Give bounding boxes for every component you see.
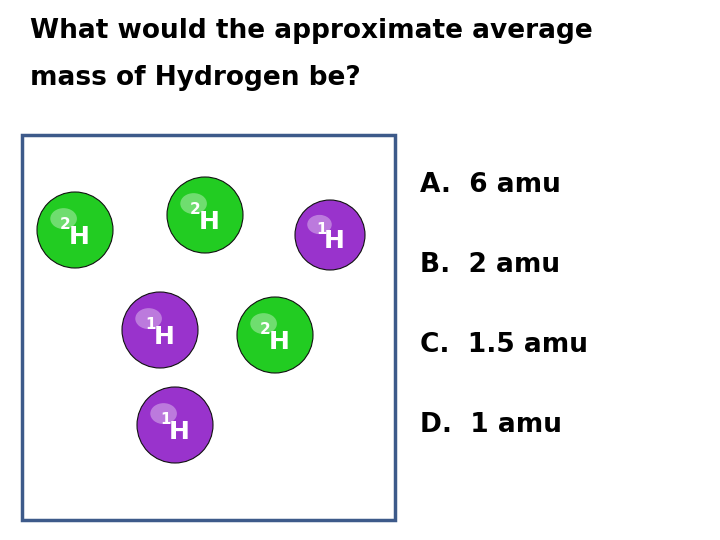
Text: B.  2 amu: B. 2 amu xyxy=(420,252,560,278)
Text: H: H xyxy=(324,230,345,253)
Text: A.  6 amu: A. 6 amu xyxy=(420,172,561,198)
Circle shape xyxy=(237,297,313,373)
Text: H: H xyxy=(69,225,90,249)
Ellipse shape xyxy=(251,313,277,334)
Circle shape xyxy=(167,177,243,253)
Ellipse shape xyxy=(135,308,162,329)
Ellipse shape xyxy=(180,193,207,214)
Text: 2: 2 xyxy=(190,202,201,217)
Bar xyxy=(22,135,395,520)
Text: 1: 1 xyxy=(161,412,171,427)
Text: mass of Hydrogen be?: mass of Hydrogen be? xyxy=(30,65,361,91)
Circle shape xyxy=(137,387,213,463)
Text: D.  1 amu: D. 1 amu xyxy=(420,412,562,438)
Circle shape xyxy=(37,192,113,268)
Text: 1: 1 xyxy=(145,317,156,332)
Text: 1: 1 xyxy=(316,222,326,237)
Ellipse shape xyxy=(150,403,177,424)
Text: H: H xyxy=(269,330,290,354)
Text: 2: 2 xyxy=(60,217,71,232)
Text: 2: 2 xyxy=(260,322,271,337)
Text: H: H xyxy=(154,325,175,349)
Text: What would the approximate average: What would the approximate average xyxy=(30,18,593,44)
Circle shape xyxy=(122,292,198,368)
Ellipse shape xyxy=(307,215,332,234)
Ellipse shape xyxy=(50,208,77,229)
Text: H: H xyxy=(169,420,190,444)
Text: C.  1.5 amu: C. 1.5 amu xyxy=(420,332,588,358)
Text: H: H xyxy=(199,210,220,234)
Circle shape xyxy=(295,200,365,270)
